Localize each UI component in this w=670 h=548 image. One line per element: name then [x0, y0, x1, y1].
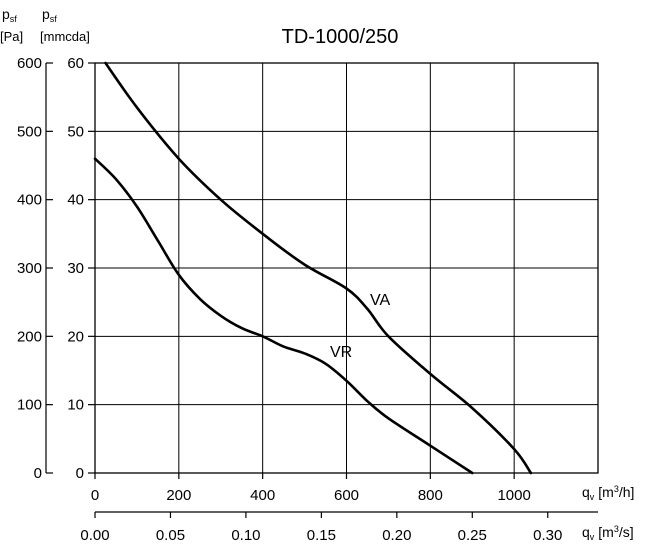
x-tick-label-m3s: 0.00 — [80, 527, 109, 544]
series-vr-line — [93, 157, 474, 475]
x-label-m3h-unit-post: /h] — [619, 484, 635, 500]
y-tick-label-pa: 200 — [17, 328, 42, 345]
y-tick-label-mm: 40 — [67, 192, 84, 209]
y-tick-label-pa: 500 — [17, 123, 42, 140]
y-label-pa-unit: [Pa] — [0, 29, 23, 44]
chart-title: TD-1000/250 — [282, 26, 399, 48]
y-tick-label-pa: 300 — [17, 260, 42, 277]
x-label-m3s-unit-post: /s] — [619, 524, 634, 540]
x-label-m3s-unit-pre: [m — [598, 524, 614, 540]
x-tick-label-m3s: 0.30 — [533, 527, 562, 544]
y-tick-label-mm: 0 — [76, 465, 84, 482]
x-label-m3h: qv [m3/h] — [582, 484, 634, 502]
y-tick-label-mm: 10 — [67, 397, 84, 414]
y-tick-label-mm: 20 — [67, 328, 84, 345]
x-tick-label-m3s: 0.10 — [231, 527, 260, 544]
x-axis-m3s: 0.00 0.05 0.10 0.15 0.20 0.25 0.30 — [80, 511, 598, 544]
x-tick-label-m3h: 400 — [250, 487, 275, 504]
y-axis-mm: 0 10 20 30 40 50 60 — [67, 55, 95, 482]
y-axis-pa: 0 100 200 300 400 500 600 — [17, 55, 53, 482]
y-label-mm-sub: sf — [50, 14, 58, 24]
grid — [95, 63, 598, 473]
y-label-pa-sub: sf — [10, 14, 18, 24]
x-tick-label-m3h: 200 — [166, 487, 191, 504]
x-tick-label-m3h: 1000 — [497, 487, 530, 504]
x-label-m3s-unit-sup: 3 — [614, 524, 619, 534]
y-tick-label-pa: 100 — [17, 397, 42, 414]
y-label-pa: psf — [2, 6, 17, 24]
x-label-m3s: qv [m3/s] — [582, 524, 634, 542]
y-tick-label-pa: 400 — [17, 192, 42, 209]
y-label-mm-symbol: p — [42, 6, 50, 22]
x-tick-label-m3h: 600 — [334, 487, 359, 504]
series-vr-label: VR — [330, 344, 352, 361]
y-tick-label-mm: 30 — [67, 260, 84, 277]
y-label-pa-symbol: p — [2, 6, 10, 22]
x-tick-label-m3s: 0.25 — [458, 527, 487, 544]
x-tick-label-m3h: 0 — [91, 487, 99, 504]
y-tick-label-pa: 0 — [34, 465, 42, 482]
x-label-m3h-unit-pre: [m — [598, 484, 614, 500]
y-tick-label-pa: 600 — [17, 55, 42, 72]
x-tick-label-m3s: 0.15 — [307, 527, 336, 544]
y-label-mm: psf — [42, 6, 57, 24]
y-tick-label-mm: 60 — [67, 55, 84, 72]
x-axis-m3h: 0 200 400 600 800 1000 — [91, 473, 531, 504]
x-tick-label-m3s: 0.20 — [382, 527, 411, 544]
x-label-m3s-sub: v — [590, 532, 595, 542]
x-label-m3h-symbol: q — [582, 484, 590, 500]
x-tick-label-m3h: 800 — [418, 487, 443, 504]
series-va-line — [104, 61, 533, 475]
y-tick-label-mm: 50 — [67, 123, 84, 140]
x-label-m3h-unit-sup: 3 — [614, 484, 619, 494]
y-label-mm-unit: [mmcda] — [40, 29, 90, 44]
series-va-label: VA — [370, 292, 390, 309]
series-layer: VA VR — [93, 61, 533, 475]
x-tick-label-m3s: 0.05 — [156, 527, 185, 544]
x-label-m3h-sub: v — [590, 492, 595, 502]
x-label-m3s-symbol: q — [582, 524, 590, 540]
